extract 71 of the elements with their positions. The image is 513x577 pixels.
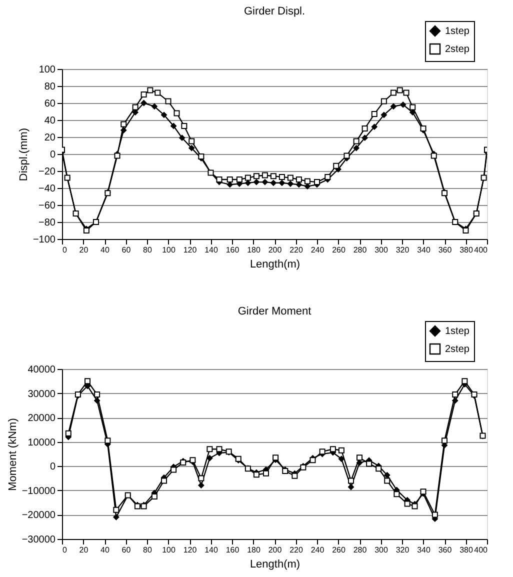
chart-title: Girder Moment [238, 306, 312, 318]
y-tick-label: 60 [44, 98, 56, 110]
y-tick-label: 30000 [28, 388, 56, 400]
legend-label: 1step [445, 326, 470, 337]
y-tick-label: −10000 [22, 486, 56, 497]
y-tick-label: −20000 [22, 510, 56, 522]
x-tick-label: 340 [417, 246, 431, 254]
y-tick-label: −40 [38, 184, 56, 194]
y-tick-label: 20 [44, 132, 56, 144]
y-tick-label: 40000 [28, 364, 56, 376]
y-tick-label: 100 [38, 64, 56, 76]
x-tick-label: 280 [353, 546, 368, 554]
y-tick-label: −20 [38, 166, 56, 178]
x-tick-label: 400 [474, 546, 488, 554]
x-tick-label: 360 [438, 546, 452, 554]
x-tick-label: 340 [417, 546, 431, 554]
x-tick-label: 220 [290, 246, 304, 254]
x-tick-label: 120 [183, 546, 198, 554]
x-tick-label: 400 [474, 246, 488, 254]
x-tick-label: 240 [310, 546, 325, 554]
y-tick-label: 80 [44, 82, 56, 92]
legend-label: 1step [445, 26, 470, 37]
x-tick-label: 60 [122, 246, 132, 254]
x-tick-label: 160 [226, 246, 240, 254]
y-axis-title: Moment (kNm) [6, 418, 19, 491]
x-tick-label: 120 [183, 246, 198, 254]
x-tick-label: 220 [290, 546, 304, 554]
y-tick-label: 20000 [28, 413, 56, 424]
x-tick-label: 280 [353, 246, 368, 254]
legend-label: 2step [445, 44, 470, 55]
x-tick-label: 160 [226, 546, 240, 554]
x-tick-label: 300 [374, 546, 388, 554]
x-tick-label: 200 [268, 546, 282, 554]
y-tick-label: 10000 [28, 437, 56, 448]
x-tick-label: 180 [247, 246, 261, 254]
x-tick-label: 40 [100, 546, 110, 554]
x-tick-label: 360 [438, 246, 452, 254]
x-tick-label: 140 [204, 246, 218, 254]
y-tick-label: −80 [38, 218, 56, 228]
x-tick-label: 80 [143, 246, 152, 254]
x-tick-label: 300 [374, 246, 388, 254]
x-tick-label: 100 [162, 246, 176, 254]
y-tick-label: −60 [38, 200, 56, 212]
x-tick-label: 320 [396, 546, 410, 554]
x-tick-label: 20 [79, 246, 89, 254]
y-axis-title: Displ.(mm) [18, 128, 30, 182]
y-tick-label: −30000 [22, 534, 56, 546]
x-tick-label: 100 [162, 546, 176, 554]
x-axis-title: Length(m) [250, 558, 300, 570]
x-tick-label: 140 [204, 546, 218, 554]
y-tick-label: −100 [32, 234, 56, 246]
x-tick-label: 20 [79, 546, 89, 554]
x-tick-label: 380 [460, 546, 474, 554]
y-tick-label: 0 [50, 150, 56, 160]
x-tick-label: 60 [122, 546, 132, 554]
chart-title: Girder Displ. [244, 6, 306, 18]
x-tick-label: 80 [143, 546, 152, 554]
x-tick-label: 200 [268, 246, 282, 254]
x-tick-label: 320 [396, 246, 410, 254]
x-tick-label: 380 [460, 246, 474, 254]
x-tick-label: 0 [62, 246, 68, 254]
x-tick-label: 180 [247, 546, 261, 554]
y-tick-label: 40 [44, 116, 56, 126]
x-tick-label: 260 [332, 246, 346, 254]
legend-label: 2step [445, 344, 470, 355]
x-axis-title: Length(m) [250, 258, 300, 270]
x-tick-label: 240 [310, 246, 325, 254]
x-tick-label: 0 [62, 546, 68, 554]
y-tick-label: 0 [50, 462, 56, 473]
x-tick-label: 260 [332, 546, 346, 554]
x-tick-label: 40 [100, 246, 110, 254]
